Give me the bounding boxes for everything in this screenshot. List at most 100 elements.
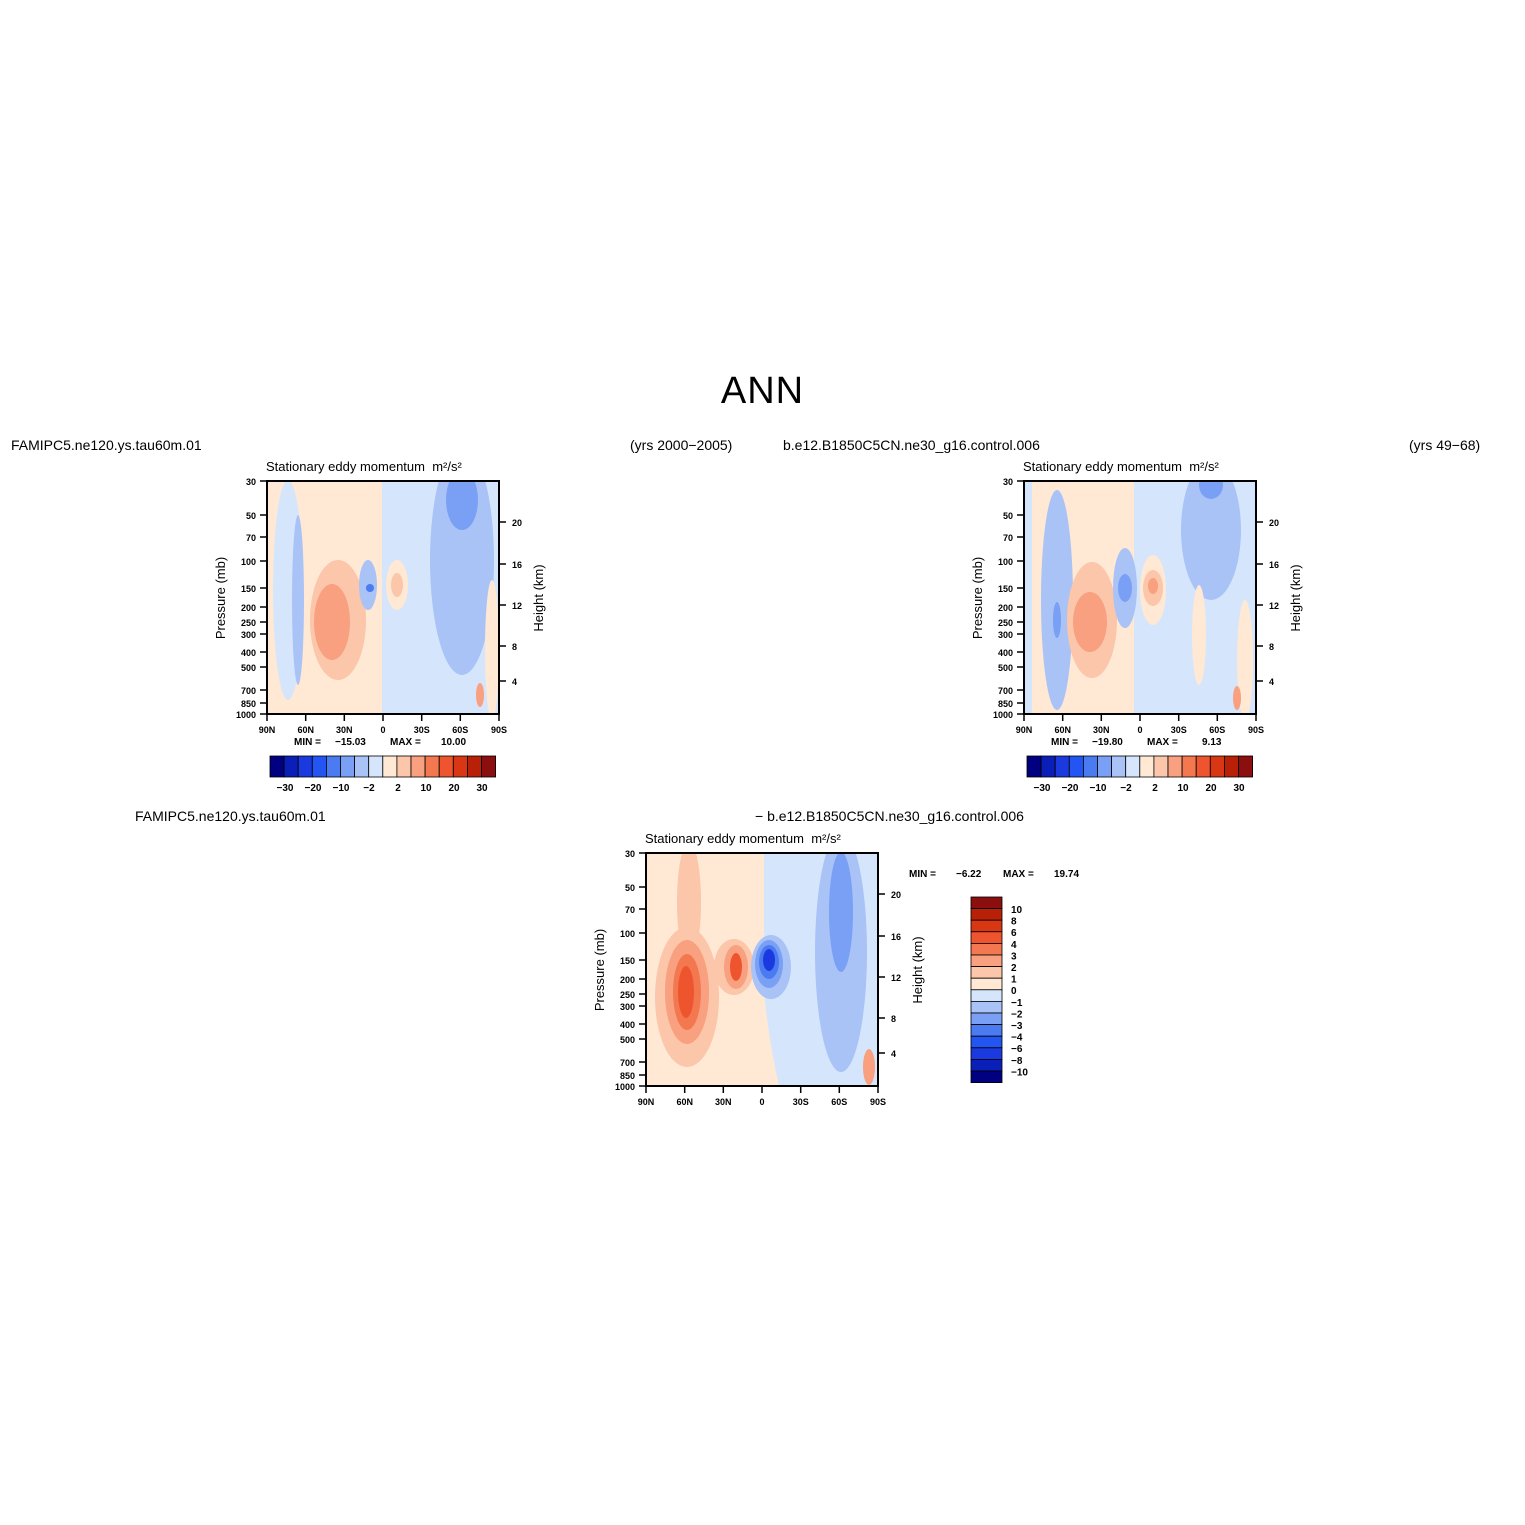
panel1-colorbar [269,755,497,778]
y-tick-label: 70 [625,905,635,915]
x-tick-label: 60S [831,1097,847,1107]
colorbar-label: 8 [1011,917,1017,928]
panel2-title: Stationary eddy momentum m²/s² [1023,459,1219,474]
colorbar-label: −4 [1011,1033,1023,1044]
panel1-field [267,481,499,714]
colorbar-label: 20 [448,783,460,794]
y-tick-label: 30 [625,849,635,859]
panel3-ylabel: Pressure (mb) [592,929,607,1011]
panel1-x-axis: 90N 60N 30N 0 30S 60S 90S [259,725,507,735]
colorbar-swatch [1139,755,1155,778]
panel2-colorbar [1026,755,1254,778]
panel3-field [646,853,878,1086]
y-tick-label: 50 [625,883,635,893]
y-tick-label: 300 [241,630,256,640]
colorbar-label: 10 [1011,905,1023,916]
x-tick-label: 90N [1016,725,1033,735]
panel1-ylabel: Pressure (mb) [213,557,228,639]
colorbar-swatch [1125,755,1141,778]
max-value: 19.74 [1054,869,1079,880]
x-tick-label: 60N [676,1097,693,1107]
y-tick-label: 150 [620,956,635,966]
panel2-title-text: Stationary eddy momentum [1023,459,1182,474]
y-tick-label: 400 [620,1020,635,1030]
y-tick-label: 200 [998,603,1013,613]
colorbar-label: −10 [1011,1067,1028,1078]
y-tick-label: 150 [241,584,256,594]
panel2-right-axis: 20 16 12 8 4 [1269,518,1279,687]
colorbar-label: 3 [1011,951,1017,962]
x-tick-label: 60N [297,725,314,735]
colorbar-swatch [970,1070,1003,1084]
y-tick-label: 250 [241,618,256,628]
panel3-left-axis: 30 50 70 100 150 200 250 300 400 500 700… [615,849,635,1092]
min-label: MIN = [1051,737,1078,748]
panel1-minmax: MIN = −15.03 MAX = 10.00 [294,737,466,748]
colorbar-label: 1 [1011,975,1017,986]
colorbar-label: −1 [1011,998,1023,1009]
min-value: −19.80 [1092,737,1123,748]
y-tick-label: 50 [246,511,256,521]
y-tick-label: 50 [1003,511,1013,521]
y-tick-label: 850 [620,1071,635,1081]
x-tick-label: 30N [336,725,353,735]
colorbar-swatch [438,755,454,778]
colorbar-swatch [1209,755,1225,778]
max-label: MAX = [1147,737,1178,748]
y-tick-label: 500 [241,663,256,673]
y-tick-label: 700 [998,686,1013,696]
page-title: ANN [720,370,805,412]
colorbar-swatch [354,755,370,778]
colorbar-swatch [970,896,1003,910]
colorbar-swatch [970,943,1003,956]
min-value: −15.03 [335,737,366,748]
colorbar-swatch [297,755,313,778]
panel3-ylabel-right: Height (km) [910,936,925,1003]
y-tick-label: 1000 [236,710,256,720]
colorbar-swatch [1054,755,1070,778]
diff-case-b-label: − b.e12.B1850C5CN.ne30_g16.control.006 [755,808,1024,824]
y-tick-label: 1000 [615,1082,635,1092]
panel3-colorbar [970,896,1003,1084]
colorbar-swatch [970,1012,1003,1026]
colorbar-label: −3 [1011,1021,1023,1032]
panel3-title-text: Stationary eddy momentum [645,831,804,846]
y-right-tick-label: 8 [1269,642,1274,652]
colorbar-label: 4 [1011,940,1017,951]
colorbar-swatch [382,755,398,778]
y-tick-label: 850 [998,699,1013,709]
right-case-label: b.e12.B1850C5CN.ne30_g16.control.006 [783,437,1040,453]
colorbar-label: −20 [1062,783,1079,794]
x-tick-label: 30N [715,1097,732,1107]
y-tick-label: 150 [998,584,1013,594]
panel1-colorbar-labels: −30 −20 −10 −2 2 10 20 30 [277,783,488,794]
panel2-ylabel-right: Height (km) [1288,564,1303,631]
colorbar-swatch [452,755,468,778]
panel2-left-axis: 30 50 70 100 150 200 250 300 400 500 700… [993,477,1013,720]
colorbar-label: −10 [333,783,350,794]
colorbar-swatch [1040,755,1056,778]
panel3-right-axis: 20 16 12 8 4 [891,890,901,1059]
x-tick-label: 60S [1209,725,1225,735]
colorbar-label: −30 [277,783,294,794]
panel1-units: m²/s² [432,459,462,474]
y-tick-label: 70 [246,533,256,543]
x-tick-label: 90S [1248,725,1264,735]
panel3-x-axis: 90N 60N 30N 0 30S 60S 90S [638,1097,886,1107]
colorbar-label: 2 [1152,783,1158,794]
x-tick-label: 30S [793,1097,809,1107]
y-tick-label: 250 [998,618,1013,628]
colorbar-swatch [269,755,285,778]
colorbar-label: 2 [395,783,401,794]
colorbar-swatch [970,1058,1003,1072]
x-tick-label: 60N [1054,725,1071,735]
panel2-ylabel: Pressure (mb) [970,557,985,639]
colorbar-swatch [1111,755,1127,778]
y-right-tick-label: 16 [891,932,901,942]
diff-case-a-label: FAMIPC5.ne120.ys.tau60m.01 [135,808,326,824]
colorbar-swatch [396,755,412,778]
y-tick-label: 100 [620,929,635,939]
y-right-tick-label: 12 [512,601,522,611]
colorbar-swatch [424,755,440,778]
colorbar-swatch [1026,755,1042,778]
